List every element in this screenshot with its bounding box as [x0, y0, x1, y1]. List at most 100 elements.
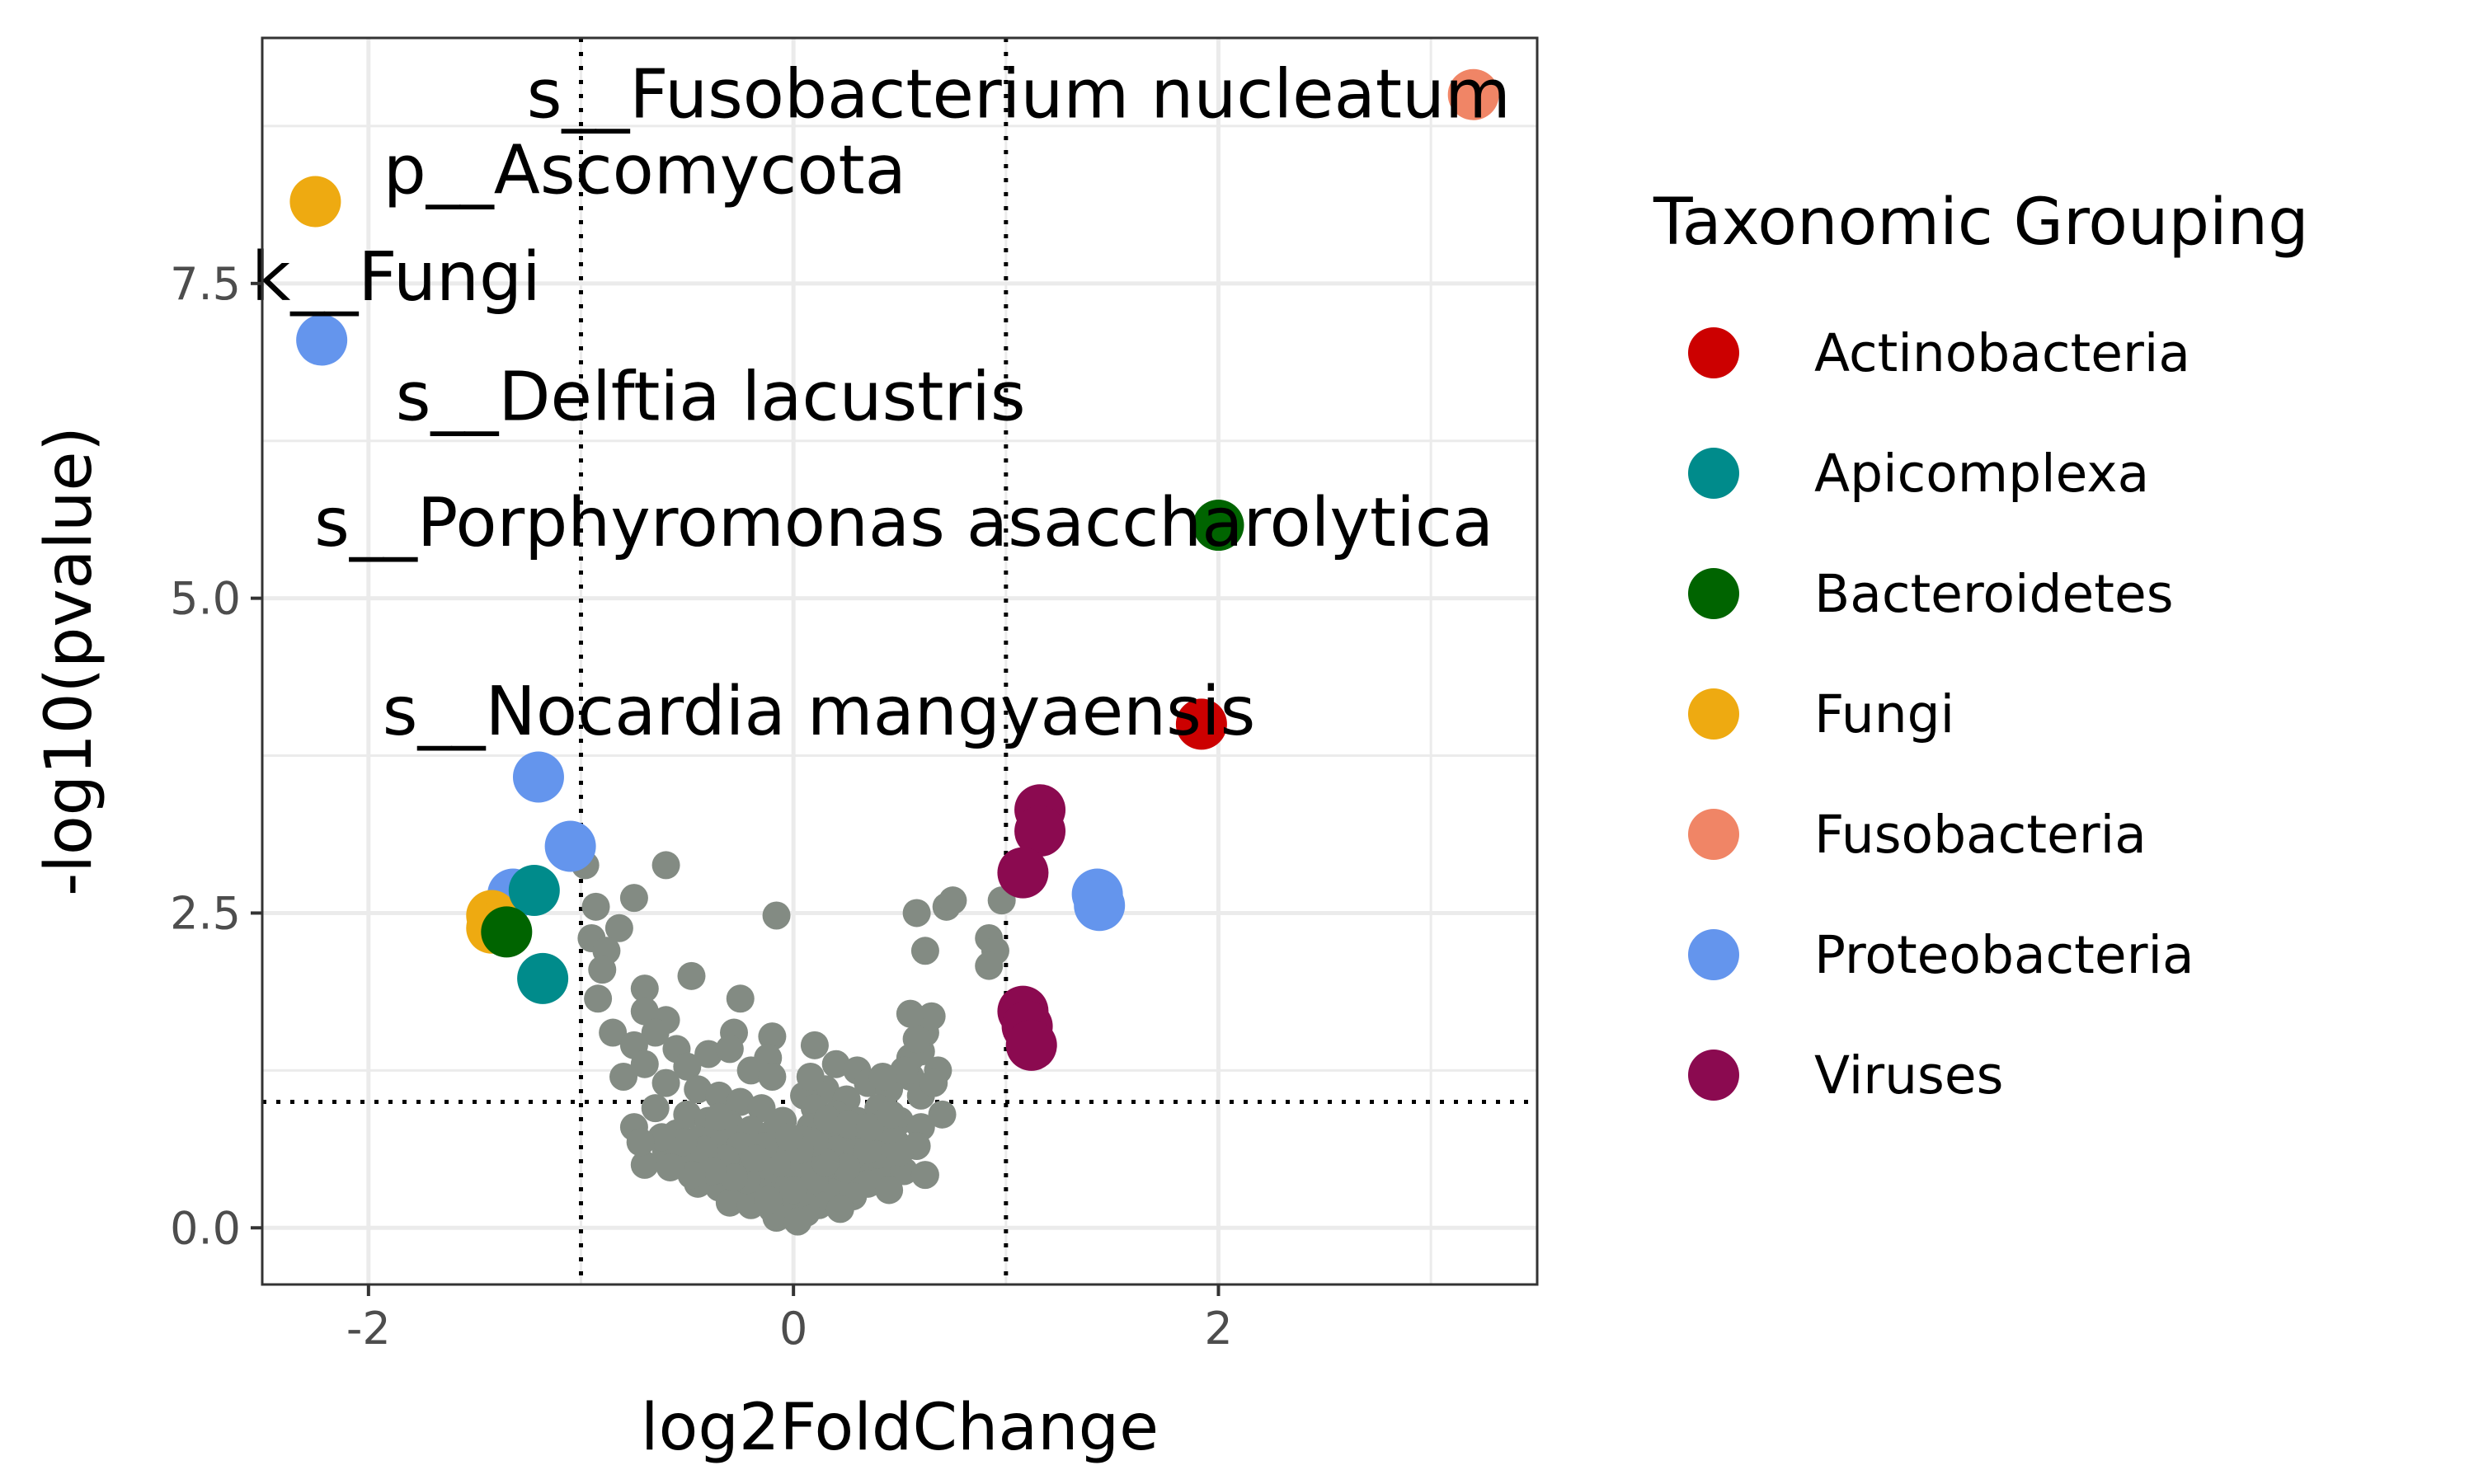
y-tick-labels: 0.0 2.5 5.0 7.5	[170, 258, 241, 1254]
legend-entry: Actinobacteria	[1688, 323, 2190, 383]
data-point-viruses	[1014, 805, 1066, 857]
x-tick-label: -2	[346, 1303, 391, 1355]
x-tick-labels: -2 0 2	[346, 1303, 1233, 1355]
data-point-background	[832, 1153, 861, 1181]
data-point-background	[779, 1176, 808, 1205]
data-point-background	[821, 1050, 850, 1078]
legend-label: Fungi	[1814, 684, 1954, 744]
x-tick-label: 0	[779, 1303, 807, 1355]
legend-entry: Fungi	[1688, 684, 1954, 744]
data-point-background	[726, 1087, 755, 1116]
data-point-background	[651, 1068, 680, 1097]
data-point-background	[677, 1161, 706, 1190]
data-point-background	[630, 974, 659, 1003]
data-point-background	[677, 961, 706, 990]
data-point-background	[581, 892, 610, 921]
data-point-viruses	[997, 847, 1049, 899]
y-axis-title: -log10(pvalue)	[32, 426, 106, 896]
data-point-background	[758, 1063, 787, 1091]
legend-entry: Proteobacteria	[1688, 925, 2194, 985]
data-point-background	[902, 1025, 931, 1054]
data-point-background	[758, 1022, 787, 1051]
legend-key	[1688, 809, 1739, 860]
data-point-background	[783, 1207, 812, 1236]
point-label: k__Fungi	[252, 238, 541, 317]
point-label: p__Ascomycota	[383, 131, 906, 209]
data-point-background	[669, 1128, 698, 1157]
data-point-background	[910, 1161, 939, 1190]
legend-key	[1688, 448, 1739, 499]
point-label: s__Nocardia mangyaensis	[383, 673, 1256, 751]
x-axis-title: log2FoldChange	[641, 1391, 1159, 1465]
data-point-bacteroidetes	[1192, 500, 1244, 552]
data-point-background	[775, 1123, 804, 1152]
data-point-background	[890, 1056, 919, 1085]
background-points	[571, 851, 1016, 1236]
data-point-proteobacteria	[512, 751, 564, 803]
legend-label: Actinobacteria	[1814, 323, 2190, 383]
grid-minor	[262, 38, 1537, 1284]
data-point-actinobacteria	[1175, 698, 1227, 750]
data-point-background	[928, 1100, 957, 1129]
data-point-fusobacteria	[1447, 68, 1499, 120]
data-point-background	[584, 984, 613, 1013]
point-labels: s__Fusobacterium nucleatump__Ascomycotak…	[252, 56, 1511, 751]
y-tick-label: 0.0	[170, 1202, 241, 1254]
legend-key	[1688, 1050, 1739, 1101]
data-point-background	[917, 1002, 946, 1031]
y-tick-label: 2.5	[170, 887, 241, 939]
data-point-background	[651, 851, 680, 880]
legend-label: Fusobacteria	[1814, 805, 2147, 865]
panel-border	[261, 36, 1539, 1286]
data-point-background	[938, 886, 967, 915]
data-point-background	[736, 1056, 765, 1085]
data-point-background	[896, 999, 924, 1028]
data-point-background	[656, 1153, 684, 1181]
data-point-background	[762, 901, 791, 930]
data-point-background	[741, 1144, 769, 1173]
data-point-fungi	[289, 176, 341, 228]
data-point-background	[630, 1050, 659, 1078]
data-point-background	[689, 1135, 718, 1164]
data-point-background	[715, 1188, 744, 1217]
data-point-background	[800, 1031, 829, 1059]
data-point-background	[747, 1094, 776, 1123]
data-point-background	[920, 1068, 948, 1097]
highlight-points	[289, 68, 1499, 1071]
data-point-background	[684, 1075, 713, 1104]
data-point-proteobacteria	[544, 820, 596, 872]
legend-label: Proteobacteria	[1814, 925, 2194, 985]
data-point-background	[619, 884, 648, 913]
data-point-background	[588, 956, 617, 984]
data-point-background	[825, 1195, 854, 1223]
y-tick-label: 5.0	[170, 573, 241, 625]
data-point-bacteroidetes	[481, 906, 533, 958]
legend-title: Taxonomic Grouping	[1653, 186, 2309, 260]
data-point-background	[813, 1105, 842, 1134]
data-point-background	[694, 1040, 723, 1068]
legend-entry: Viruses	[1688, 1045, 2003, 1106]
data-point-background	[877, 1100, 905, 1129]
data-point-background	[604, 913, 633, 942]
point-label: s__Delftia lacustris	[396, 358, 1026, 436]
point-label: s__Fusobacterium nucleatum	[527, 56, 1511, 134]
data-point-background	[975, 951, 1004, 980]
x-tick-label: 2	[1204, 1303, 1232, 1355]
data-point-background	[910, 937, 939, 965]
data-point-apicomplexa	[517, 952, 569, 1004]
data-point-apicomplexa	[508, 864, 560, 916]
legend-entry: Bacteroidetes	[1688, 564, 2174, 624]
point-label: s__Porphyromonas asaccharolytica	[314, 484, 1493, 562]
data-point-background	[902, 899, 931, 928]
y-tick-label: 7.5	[170, 258, 241, 310]
data-point-background	[854, 1135, 882, 1164]
data-point-background	[630, 1150, 659, 1179]
grid-major	[262, 38, 1537, 1284]
legend-label: Apicomplexa	[1814, 444, 2149, 504]
data-point-background	[726, 984, 755, 1013]
threshold-lines	[262, 38, 1537, 1284]
data-point-background	[641, 1094, 670, 1123]
data-point-background	[715, 1035, 744, 1064]
data-point-background	[886, 1138, 914, 1167]
